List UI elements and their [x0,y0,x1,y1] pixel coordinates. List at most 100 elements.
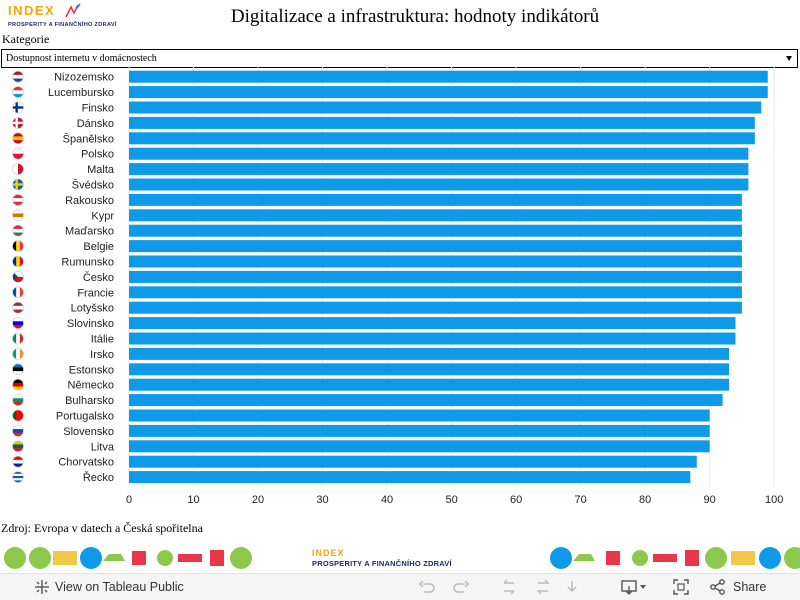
flag-outline [12,147,24,160]
country-label: Malta [87,164,115,176]
bar [129,424,710,437]
refresh-button[interactable] [534,574,552,600]
flag-icon [12,179,24,190]
country-label: Nizozemsko [54,72,114,84]
flag-icon [12,425,24,437]
bar [129,347,730,360]
refresh-icon [536,579,550,595]
download-button[interactable] [620,574,648,600]
flag-icon [12,363,24,375]
flag-outline [12,394,24,406]
flag-outline [12,332,24,345]
country-label: Rumunsko [61,257,114,269]
country-label: Španělsko [63,132,114,145]
bar [129,240,742,253]
category-dropdown[interactable]: Dostupnost internetu v domácnostech [1,49,798,68]
flag-outline [12,271,24,283]
share-icon [710,579,725,595]
flag-outline [12,194,24,206]
banner-logo-word: INDEX [312,548,345,558]
x-tick-label: 60 [510,494,522,506]
flag-outline [12,163,24,175]
country-label: Kypr [91,210,114,222]
pause-button[interactable] [563,574,581,600]
flag-outline [12,378,24,391]
view-on-tableau-button[interactable]: View on Tableau Public [33,574,184,600]
country-label: Finsko [82,103,114,115]
flag-icon [12,456,24,468]
country-label: Lucembursko [48,87,114,99]
bar [129,163,749,176]
country-label: Belgie [83,241,114,253]
x-tick-label: 80 [639,494,651,506]
bar [129,409,710,422]
bar [129,363,730,376]
country-label: Itálie [91,334,114,346]
flag-outline [12,455,24,468]
chevron-down-icon[interactable] [786,56,792,61]
category-dropdown-value: Dostupnost internetu v domácnostech [6,53,157,64]
bar [129,286,742,299]
globe-icon [29,547,51,569]
flag-outline [12,301,24,314]
globe-icon [784,547,800,569]
bar [129,317,736,330]
country-label: Dánsko [77,118,114,130]
flag-outline [12,132,24,145]
country-label: Lotyšsko [71,303,114,315]
bar [129,193,742,206]
download-icon [621,580,637,595]
flag-icon [12,440,24,452]
flag-icon [12,148,24,160]
share-button[interactable]: Share [709,574,766,600]
bar [129,270,742,283]
bench-icon [132,551,146,565]
undo-button[interactable] [418,574,436,600]
flag-outline [12,209,24,222]
bar [129,394,723,407]
flag-icon [12,225,24,237]
country-label: Polsko [81,149,114,161]
flag-outline [12,286,24,299]
bar-chart: Nizozemsko Lucembursko Finsko Dánsko Španěls… [0,66,800,511]
revert-button[interactable] [500,574,518,600]
flag-outline [12,101,24,114]
country-label: Bulharsko [65,395,114,407]
page-title: Digitalizace a infrastruktura: hodnoty i… [230,6,600,27]
x-tick-label: 90 [704,494,716,506]
x-tick-label: 50 [445,494,457,506]
gear-icon [157,550,173,566]
logo-subtitle: PROSPERITY A FINANČNÍHO ZDRAVÍ [8,22,117,28]
flag-outline [12,178,24,191]
fullscreen-button[interactable] [672,574,690,600]
car-icon [103,554,125,561]
country-label: Portugalsko [56,411,114,423]
x-tick-label: 70 [575,494,587,506]
flag-outline [12,70,24,83]
bar [129,178,749,191]
flag-icon [12,256,24,267]
fence-icon [178,554,202,562]
bar [129,70,768,83]
flag-icon [12,286,24,298]
pause-icon [567,581,577,593]
flag-outline [12,317,24,329]
banner-left-icons [4,547,252,569]
flag-outline [12,425,24,437]
tableau-toolbar: View on Tableau Public Share [0,573,800,600]
country-label: Rakousko [65,195,114,207]
bar [129,378,730,391]
city-icon [731,551,755,565]
bus-icon [685,550,699,566]
redo-button[interactable] [452,574,470,600]
country-label: Švédsko [72,179,114,192]
x-tick-label: 0 [126,494,132,506]
undo-icon [418,580,435,593]
country-label: Estonsko [69,364,114,376]
country-label: Česko [83,271,114,284]
flag-icon [12,86,24,98]
flag-icon [12,132,24,144]
x-tick-label: 40 [381,494,393,506]
bar-chart-svg: Nizozemsko Lucembursko Finsko Dánsko Španěls… [12,67,783,506]
chevron-down-icon [640,585,646,589]
